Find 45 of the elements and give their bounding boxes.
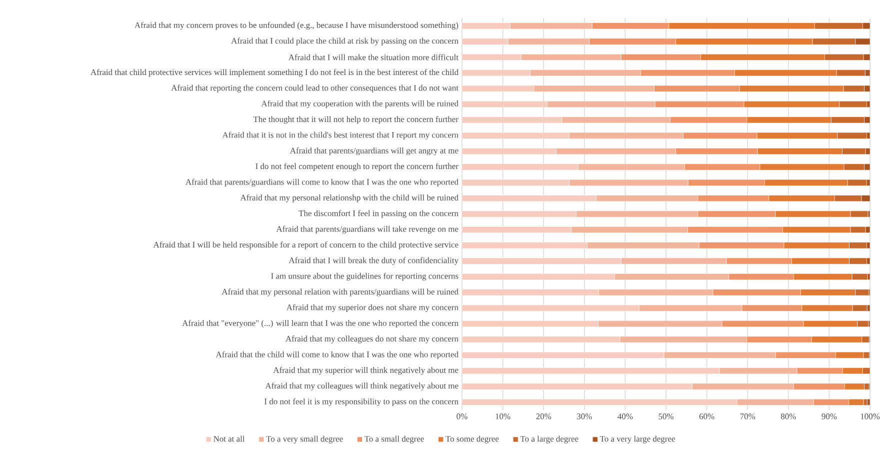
x-tick-label: 50% bbox=[658, 414, 674, 420]
y-tick-label: Afraid that I will make the situation more difficult bbox=[288, 54, 458, 60]
y-tick-label: Afraid that it is not in the child's best interest that I report my concern bbox=[222, 132, 458, 140]
y-tick-label: Afraid that child protective services will implement something I do not feel is in the best interest of the child bbox=[90, 68, 458, 77]
x-tick-label: 60% bbox=[699, 414, 714, 420]
y-tick-label: Afraid that I will break the duty of confidenciality bbox=[288, 257, 458, 265]
x-tick-label: 20% bbox=[536, 414, 552, 420]
y-tick-label: Afraid that parents/guardians will take revenge on me bbox=[276, 226, 458, 234]
legend-label: To some degree bbox=[446, 436, 499, 444]
legend-label: To a very small degree bbox=[266, 436, 343, 444]
x-tick-label: 90% bbox=[822, 414, 837, 420]
x-tick-label: 80% bbox=[780, 414, 796, 420]
bar bbox=[462, 383, 692, 390]
bar bbox=[462, 210, 576, 218]
y-tick-label: I do not feel competent enough to report the concern further bbox=[256, 163, 458, 171]
x-tick-label: 70% bbox=[740, 414, 756, 420]
x-tick-label: 100% bbox=[860, 414, 880, 420]
legend-label: To a large degree bbox=[520, 436, 578, 444]
y-tick-label: Afraid that my personal relation with parents/guardians will be ruined bbox=[222, 288, 458, 296]
y-tick-label: Afraid that my personal relationshp with the child will be ruined bbox=[240, 194, 458, 202]
y-tick-label: Afraid that my colleagues do not share my concern bbox=[285, 336, 458, 344]
y-tick-label: Afraid that the child will come to know that I was the one who reported bbox=[216, 351, 458, 360]
y-tick-label: I am unsure about the guidelines for reporting concerns bbox=[271, 272, 458, 281]
x-tick-label: 10% bbox=[496, 414, 510, 420]
y-tick-label: Afraid that "everyone" (...) will learn that I was the one who reported the concern bbox=[182, 320, 458, 328]
y-tick-label: Afraid that my cooperation with the parents will be ruined bbox=[261, 100, 458, 108]
y-tick-label: Afraid that my concern proves to be unfounded (e.g., because I have misunderstood something) bbox=[134, 22, 458, 30]
y-tick-label: Afraid that parents/guardians will come to know that I was the one who reported bbox=[186, 178, 458, 187]
y-tick-label: Afraid that my superior will think negatively about me bbox=[273, 366, 458, 375]
x-tick-label: 0% bbox=[456, 414, 468, 420]
x-tick-label: 30% bbox=[577, 414, 592, 420]
y-tick-label: The thought that it will not help to report the concern further bbox=[253, 116, 458, 124]
y-tick-label: Afraid that my superior does not share my concern bbox=[286, 304, 458, 312]
y-tick-label: Afraid that my colleagues will think negatively about me bbox=[265, 382, 458, 390]
y-tick-label: The discomfort I feel in passing on the concern bbox=[298, 210, 458, 218]
y-tick-label: Afraid that reporting the concern could lead to other consequences that I do not want bbox=[171, 84, 458, 92]
y-tick-label: Afraid that parents/guardians will get angry at me bbox=[290, 147, 458, 156]
y-tick-label: Afraid that I will be held responsible for a report of concern to the child protective service bbox=[153, 241, 458, 250]
y-tick-label: Afraid that I could place the child at risk by passing on the concern bbox=[231, 38, 458, 46]
legend-label: Not at all bbox=[214, 436, 245, 442]
x-tick-label: 40% bbox=[618, 414, 633, 420]
legend-label: To a small degree bbox=[364, 436, 424, 444]
legend-label: To a very large degree bbox=[600, 436, 675, 444]
bar bbox=[850, 210, 868, 218]
y-tick-label: I do not feel it is my responsibility to pass on the concern bbox=[264, 398, 458, 406]
